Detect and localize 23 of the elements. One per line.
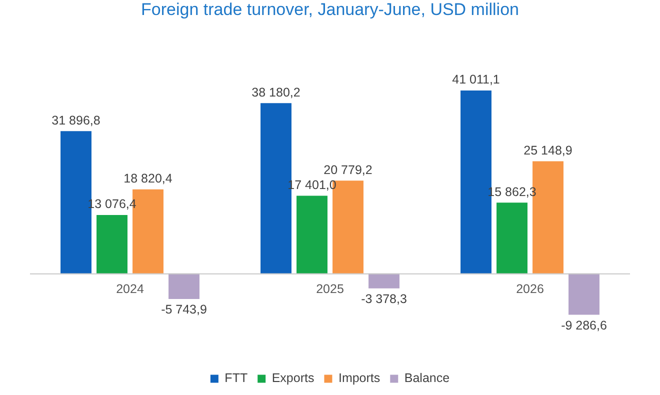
x-tick-label: 2026	[516, 282, 544, 296]
bar	[368, 273, 400, 288]
bar	[496, 202, 528, 274]
legend-label: FTT	[224, 371, 248, 386]
legend-label: Balance	[404, 371, 450, 386]
data-label: 38 180,2	[252, 85, 300, 100]
data-label: 20 779,2	[324, 162, 372, 177]
data-label: 31 896,8	[52, 113, 100, 128]
data-label: -5 743,9	[161, 302, 207, 317]
chart-title: Foreign trade turnover, January-June, USD million	[141, 0, 519, 19]
x-tick-label: 2024	[116, 282, 144, 296]
legend-label: Imports	[338, 371, 380, 386]
bar	[568, 273, 600, 315]
data-label: -9 286,6	[561, 318, 607, 332]
data-label: 41 011,1	[452, 72, 500, 87]
data-label: -3 378,3	[361, 292, 407, 306]
bar	[296, 196, 328, 274]
x-tick-label: 2025	[316, 282, 344, 296]
bar	[96, 215, 128, 274]
data-label: 18 820,4	[124, 172, 172, 186]
data-label: 25 148,9	[524, 143, 572, 158]
bar	[168, 273, 200, 299]
legend-label: Exports	[272, 371, 314, 386]
